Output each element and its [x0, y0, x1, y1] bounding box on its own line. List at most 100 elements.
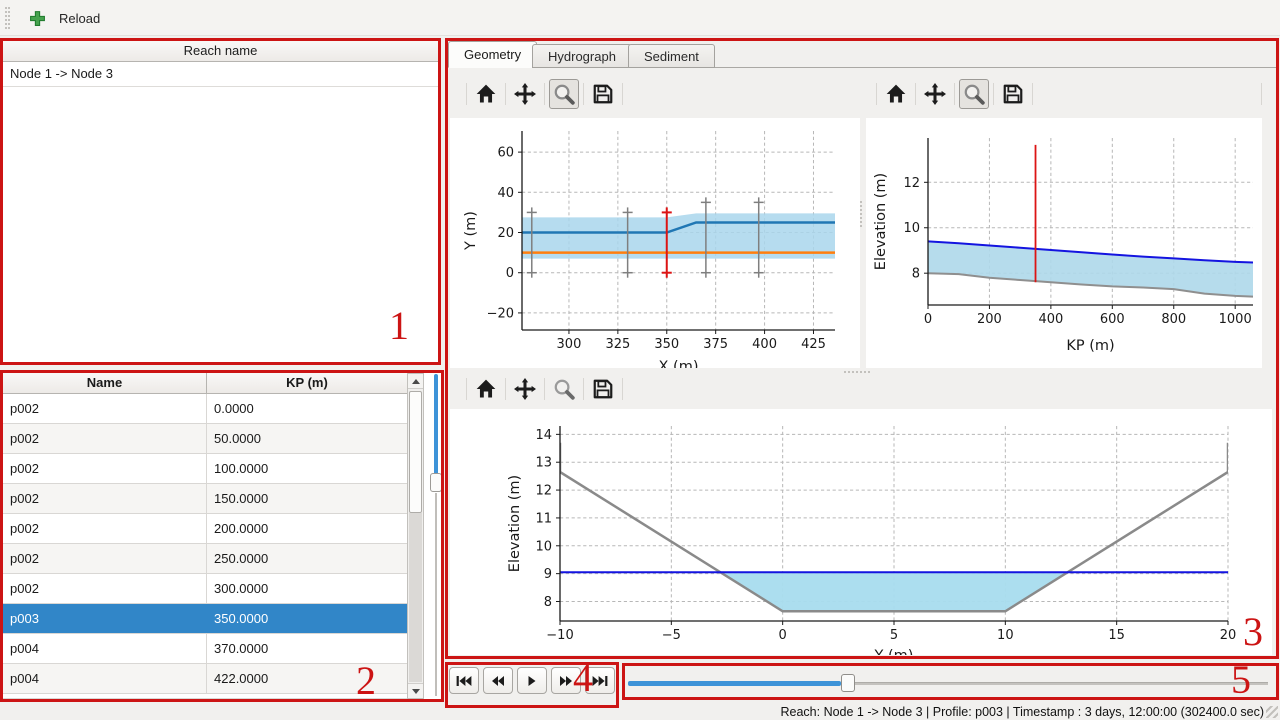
profile-table-body: p002 0.0000 p002 50.0000 p002 100.0000 p002 150… — [3, 394, 441, 699]
column-header-kp[interactable]: KP (m) — [206, 373, 407, 393]
table-row[interactable]: p002 200.0000 — [3, 514, 407, 544]
table-scrollbar[interactable] — [407, 373, 424, 699]
app-toolbar: Reload — [0, 0, 1280, 36]
svg-text:0: 0 — [924, 312, 932, 327]
save-button[interactable] — [588, 374, 618, 404]
profile-table-header: Name KP (m) — [3, 373, 407, 394]
cross-section-canvas[interactable]: −10 −5 0 5 10 15 20 8 9 10 11 12 13 14 Y (m) Elevation … — [450, 409, 1272, 655]
table-cell: p002 — [10, 431, 39, 446]
long-profile-canvas[interactable]: 0 200 400 600 800 1000 8 10 12 KP (m) Elevation (m… — [866, 118, 1262, 368]
profile-position-slider[interactable] — [430, 373, 441, 699]
svg-text:60: 60 — [497, 146, 514, 161]
time-slider-handle[interactable] — [841, 674, 855, 692]
svg-text:Elevation (m): Elevation (m) — [507, 475, 523, 572]
svg-text:5: 5 — [890, 628, 898, 643]
table-cell: p002 — [10, 581, 39, 596]
profile-slider-track[interactable] — [435, 493, 437, 696]
tab-hydrograph[interactable]: Hydrograph — [532, 44, 632, 68]
reload-button[interactable]: Reload — [20, 3, 109, 33]
reach-list-item[interactable]: Node 1 -> Node 3 — [3, 62, 438, 87]
time-slider-track-filled[interactable] — [628, 681, 841, 686]
table-row[interactable]: p002 150.0000 — [3, 484, 407, 514]
pan-button[interactable] — [920, 79, 950, 109]
tab-geometry[interactable]: Geometry — [448, 41, 538, 68]
zoom-button[interactable] — [959, 79, 989, 109]
table-row[interactable]: p004 422.0000 — [3, 664, 407, 694]
home-button[interactable] — [471, 79, 501, 109]
rewind-icon — [492, 675, 504, 686]
magnifier-icon — [554, 379, 575, 400]
table-row[interactable]: p002 100.0000 — [3, 454, 407, 484]
play-button[interactable] — [517, 667, 547, 694]
svg-text:40: 40 — [497, 186, 514, 201]
svg-text:200: 200 — [977, 312, 1002, 327]
profile-slider-track-filled[interactable] — [434, 374, 438, 476]
time-slider[interactable] — [625, 666, 1276, 697]
table-cell: p002 — [10, 521, 39, 536]
table-row[interactable]: p002 0.0000 — [3, 394, 407, 424]
table-row[interactable]: p002 50.0000 — [3, 424, 407, 454]
pan-icon — [924, 83, 946, 105]
plot-toolbar-long-profile — [872, 78, 1037, 110]
svg-text:600: 600 — [1100, 312, 1125, 327]
table-row[interactable]: p003 350.0000 — [3, 604, 407, 634]
table-row[interactable]: p002 300.0000 — [3, 574, 407, 604]
svg-text:14: 14 — [535, 428, 552, 443]
table-cell: p002 — [10, 551, 39, 566]
plan-view-canvas[interactable]: 300 325 350 375 400 425 −20 0 20 40 60 X (m) Y (m) — [450, 118, 860, 375]
pan-button[interactable] — [510, 374, 540, 404]
tab-sediment[interactable]: Sediment — [628, 44, 715, 68]
svg-text:12: 12 — [535, 484, 552, 499]
table-row[interactable]: p002 250.0000 — [3, 544, 407, 574]
scrollbar-down-icon[interactable] — [408, 683, 423, 698]
zoom-button[interactable] — [549, 79, 579, 109]
step-forward-button[interactable] — [551, 667, 581, 694]
skip-to-end-icon — [592, 675, 608, 686]
zoom-button[interactable] — [549, 374, 579, 404]
table-cell: 350.0000 — [206, 604, 407, 633]
cross-section-chart[interactable]: −10 −5 0 5 10 15 20 8 9 10 11 12 13 14 Y (m) Elevation … — [450, 409, 1272, 655]
column-header-name[interactable]: Name — [86, 375, 123, 390]
skip-to-start-button[interactable] — [449, 667, 479, 694]
splitter-grip-horizontal[interactable] — [844, 371, 870, 375]
svg-text:20: 20 — [497, 226, 514, 241]
table-cell: 300.0000 — [206, 574, 407, 603]
table-row[interactable]: p004 370.0000 — [3, 634, 407, 664]
plot-panel: Geometry Hydrograph Sediment — [448, 41, 1276, 655]
scrollbar-up-icon[interactable] — [408, 374, 423, 389]
magnifier-icon — [554, 84, 575, 105]
home-button[interactable] — [471, 374, 501, 404]
pan-icon — [514, 83, 536, 105]
svg-text:Y (m): Y (m) — [874, 648, 914, 655]
reach-list-header[interactable]: Reach name — [3, 41, 438, 62]
fast-forward-icon — [560, 675, 572, 686]
table-cell: 250.0000 — [206, 544, 407, 573]
pan-button[interactable] — [510, 79, 540, 109]
step-back-button[interactable] — [483, 667, 513, 694]
save-button[interactable] — [998, 79, 1028, 109]
table-cell: p002 — [10, 491, 39, 506]
svg-text:13: 13 — [535, 456, 552, 471]
home-button[interactable] — [881, 79, 911, 109]
save-button[interactable] — [588, 79, 618, 109]
svg-text:Elevation (m): Elevation (m) — [873, 173, 889, 270]
scrollbar-trough[interactable] — [409, 513, 422, 682]
scrollbar-thumb[interactable] — [409, 391, 422, 513]
splitter-grip-vertical[interactable] — [860, 201, 864, 227]
time-slider-track[interactable] — [855, 682, 1268, 685]
profile-slider-handle[interactable] — [430, 473, 441, 492]
svg-text:350: 350 — [654, 337, 679, 352]
table-cell: 150.0000 — [206, 484, 407, 513]
plan-view-chart[interactable]: 300 325 350 375 400 425 −20 0 20 40 60 X (m) Y (m) — [450, 118, 860, 375]
svg-text:400: 400 — [752, 337, 777, 352]
long-profile-chart[interactable]: 0 200 400 600 800 1000 8 10 12 KP (m) Elevation (m… — [866, 118, 1262, 368]
svg-text:20: 20 — [1220, 628, 1237, 643]
toolbar-drag-handle[interactable] — [5, 7, 10, 29]
tab-bar: Geometry Hydrograph Sediment — [448, 41, 1276, 68]
svg-text:300: 300 — [557, 337, 582, 352]
resize-grip[interactable] — [1266, 706, 1278, 718]
svg-text:325: 325 — [605, 337, 630, 352]
svg-text:9: 9 — [544, 567, 552, 582]
skip-to-end-button[interactable] — [585, 667, 615, 694]
home-icon — [476, 84, 496, 103]
